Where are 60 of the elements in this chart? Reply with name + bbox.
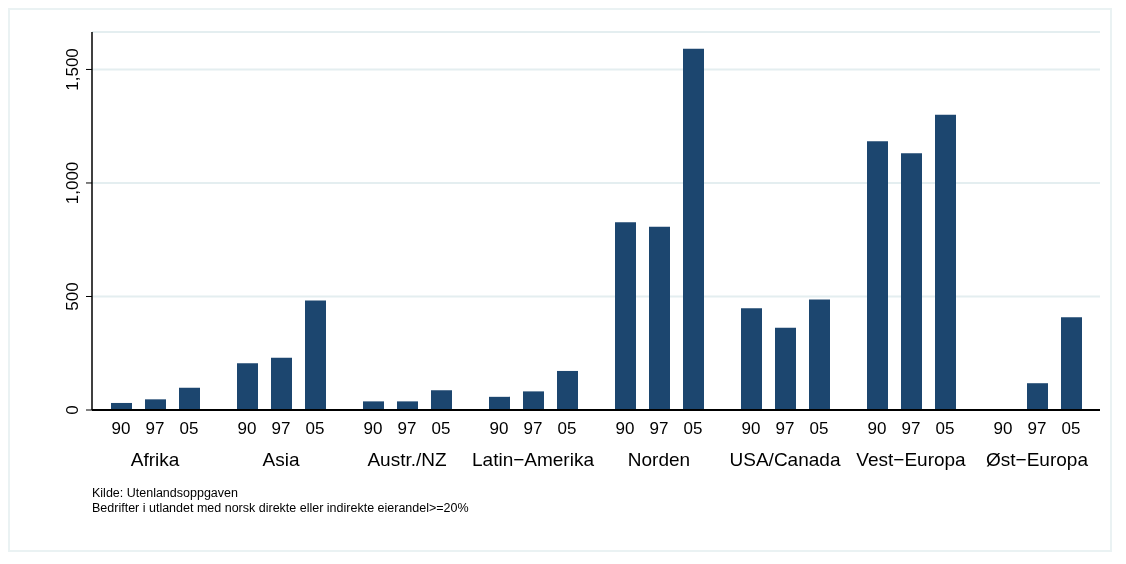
bar	[683, 48, 704, 410]
bar	[901, 153, 922, 410]
bar	[867, 141, 888, 410]
bar	[935, 114, 956, 410]
bar	[615, 222, 636, 410]
text: 90	[363, 419, 383, 438]
bar	[305, 300, 326, 410]
y-tick-label: 500	[63, 282, 82, 311]
bar	[809, 299, 830, 410]
text: 97	[901, 419, 921, 438]
x-tick-label: Øst−Europa	[986, 449, 1089, 470]
x-tick-label: USA/Canada	[729, 449, 841, 470]
x-tick-label: Latin−Amerika	[472, 449, 595, 470]
x-tick-label: Afrika	[130, 449, 180, 470]
text: 97	[523, 419, 543, 438]
x-tick-label: Austr./NZ	[367, 449, 447, 470]
bar	[271, 357, 292, 410]
x-tick-label: Norden	[627, 449, 691, 470]
y-tick-label: 1,500	[63, 48, 82, 91]
bar	[557, 370, 578, 410]
text: Kilde: Utenlandsoppgaven	[92, 486, 239, 501]
text: 90	[993, 419, 1013, 438]
text: 05	[935, 419, 955, 438]
text: 05	[305, 419, 325, 438]
text: 05	[809, 419, 829, 438]
text: 05	[431, 419, 451, 438]
text: Bedrifter i utlandet med norsk direkte eller indirekte eierandel>=20%	[92, 501, 469, 516]
text: 97	[397, 419, 417, 438]
series-label: 97	[145, 419, 165, 438]
text: 97	[649, 419, 669, 438]
x-tick-label: Vest−Europa	[856, 449, 967, 470]
text: 90	[867, 419, 887, 438]
text: 97	[271, 419, 291, 438]
text: 90	[489, 419, 509, 438]
text: 90	[237, 419, 257, 438]
bar	[523, 391, 544, 410]
text: 97	[775, 419, 795, 438]
bar	[741, 308, 762, 410]
text: 90	[615, 419, 635, 438]
bar	[1061, 317, 1082, 410]
text: 90	[741, 419, 761, 438]
x-tick-label: Asia	[262, 449, 300, 470]
text: 05	[1061, 419, 1081, 438]
bar	[775, 327, 796, 410]
series-label: 90	[111, 419, 131, 438]
bar	[431, 390, 452, 410]
y-tick-label: 1,000	[63, 161, 82, 205]
text: 97	[1027, 419, 1047, 438]
series-label: 05	[179, 419, 199, 438]
text: 05	[557, 419, 577, 438]
bar	[397, 401, 418, 410]
y-tick-label: 0	[63, 405, 82, 415]
bar	[649, 226, 670, 410]
bar	[1027, 383, 1048, 410]
bar	[179, 387, 200, 410]
text: 05	[683, 419, 703, 438]
bar	[237, 363, 258, 410]
bar	[363, 401, 384, 410]
bar	[145, 399, 166, 410]
bar	[489, 396, 510, 410]
